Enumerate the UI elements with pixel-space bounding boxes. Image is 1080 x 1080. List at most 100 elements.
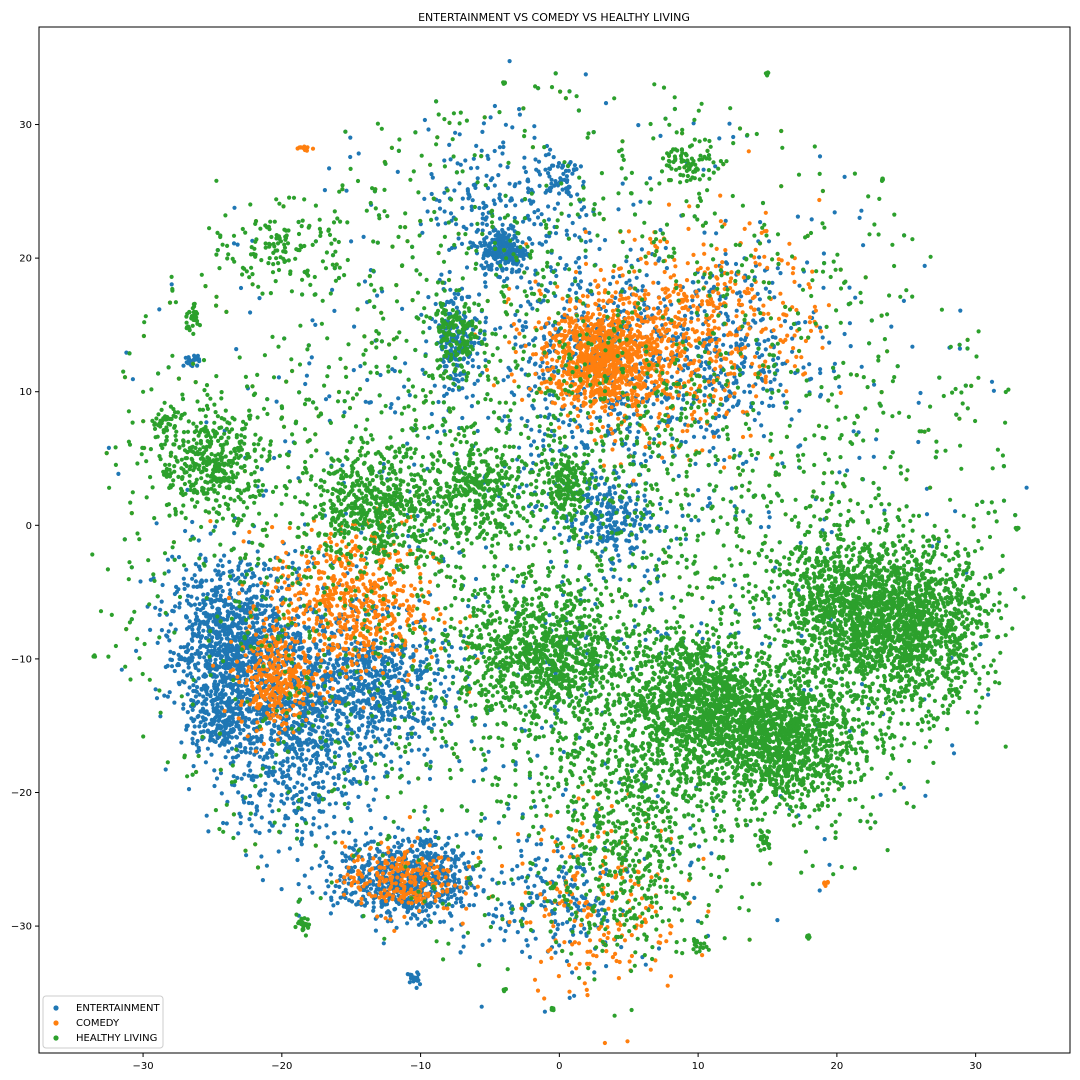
data-point xyxy=(504,266,509,272)
data-point xyxy=(401,838,406,843)
data-point xyxy=(247,562,252,567)
data-point xyxy=(302,873,307,878)
data-point xyxy=(724,261,730,266)
data-point xyxy=(294,736,299,741)
data-point xyxy=(200,706,205,711)
data-point xyxy=(378,751,383,756)
data-point xyxy=(730,404,736,409)
data-point xyxy=(492,183,497,188)
data-point xyxy=(326,884,331,889)
data-point xyxy=(222,553,227,558)
data-point xyxy=(471,829,476,834)
data-point xyxy=(482,265,487,270)
data-point xyxy=(320,854,325,859)
data-point xyxy=(477,205,482,211)
data-point xyxy=(359,688,364,693)
data-point xyxy=(203,662,208,667)
data-point xyxy=(506,249,511,254)
data-point xyxy=(364,701,369,706)
data-point xyxy=(251,741,256,746)
data-point xyxy=(473,892,478,898)
data-point xyxy=(236,575,241,581)
data-point xyxy=(268,573,273,578)
data-point xyxy=(459,295,464,300)
data-point xyxy=(652,437,657,442)
data-point xyxy=(544,406,549,411)
data-point xyxy=(247,737,252,743)
data-point xyxy=(255,620,260,625)
data-point xyxy=(491,255,496,260)
data-point xyxy=(447,142,452,147)
data-point xyxy=(328,872,333,877)
data-point xyxy=(263,781,268,786)
data-point xyxy=(392,652,397,658)
data-point xyxy=(383,745,388,750)
data-point xyxy=(634,533,639,538)
data-point xyxy=(570,282,575,287)
data-point xyxy=(162,693,167,698)
data-point xyxy=(209,578,214,583)
data-point xyxy=(642,507,647,512)
data-point xyxy=(481,867,486,872)
data-point xyxy=(159,628,164,633)
data-point xyxy=(203,610,208,615)
data-point xyxy=(334,712,339,717)
data-point xyxy=(642,452,647,457)
data-point xyxy=(176,555,182,560)
data-point xyxy=(537,241,542,246)
data-point xyxy=(421,705,426,710)
data-point xyxy=(387,732,392,737)
data-point xyxy=(426,295,431,300)
data-point xyxy=(324,705,329,710)
data-point xyxy=(409,906,414,911)
data-point xyxy=(268,603,273,608)
data-point xyxy=(439,846,445,851)
data-point xyxy=(725,314,730,319)
data-point xyxy=(313,666,318,672)
data-point xyxy=(238,742,243,747)
data-point xyxy=(262,754,267,759)
data-point xyxy=(401,686,406,691)
data-point xyxy=(353,714,358,719)
data-point xyxy=(187,685,192,690)
data-point xyxy=(195,648,200,654)
data-point xyxy=(392,668,397,673)
data-point xyxy=(254,774,260,779)
data-point xyxy=(240,572,245,577)
data-point xyxy=(322,725,327,730)
data-point xyxy=(185,673,190,678)
data-point xyxy=(435,671,440,677)
data-point xyxy=(636,429,641,434)
data-point xyxy=(197,625,202,630)
data-point xyxy=(191,764,196,769)
data-point xyxy=(453,296,458,301)
data-point xyxy=(533,505,538,510)
data-point xyxy=(566,168,571,173)
data-point xyxy=(243,621,248,626)
data-point xyxy=(716,434,722,439)
data-point xyxy=(584,540,589,545)
data-point xyxy=(389,759,394,764)
data-point xyxy=(232,662,237,667)
data-point xyxy=(501,140,506,145)
data-point xyxy=(634,545,640,550)
data-point xyxy=(445,841,450,846)
data-point xyxy=(236,635,241,641)
data-point xyxy=(248,768,253,773)
data-point xyxy=(369,744,374,749)
data-point xyxy=(608,512,613,517)
data-point xyxy=(685,327,690,332)
data-point xyxy=(238,674,243,679)
data-point xyxy=(204,697,209,702)
data-point xyxy=(198,651,203,656)
data-point xyxy=(465,360,470,365)
data-point xyxy=(329,741,334,746)
data-point xyxy=(417,643,422,648)
data-point xyxy=(434,695,439,700)
data-point xyxy=(757,342,762,347)
data-point xyxy=(239,683,244,688)
data-point xyxy=(493,227,498,233)
data-point xyxy=(225,646,230,651)
data-point xyxy=(163,767,168,772)
data-point xyxy=(244,590,249,595)
